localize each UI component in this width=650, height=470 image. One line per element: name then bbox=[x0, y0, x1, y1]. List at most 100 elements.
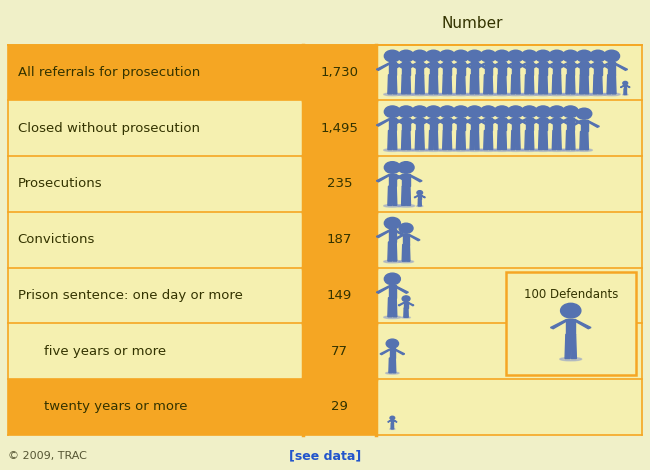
Text: 149: 149 bbox=[327, 289, 352, 302]
Ellipse shape bbox=[493, 93, 511, 96]
Ellipse shape bbox=[417, 206, 423, 207]
Polygon shape bbox=[491, 119, 504, 126]
Polygon shape bbox=[491, 63, 504, 70]
Polygon shape bbox=[434, 75, 438, 94]
Polygon shape bbox=[390, 119, 404, 126]
Polygon shape bbox=[474, 75, 479, 94]
Circle shape bbox=[494, 50, 510, 62]
Polygon shape bbox=[571, 334, 577, 359]
Circle shape bbox=[623, 81, 628, 85]
Polygon shape bbox=[461, 131, 465, 149]
Polygon shape bbox=[376, 119, 390, 126]
Polygon shape bbox=[525, 75, 530, 94]
Polygon shape bbox=[404, 119, 417, 126]
Bar bbox=[303, 379, 376, 435]
Polygon shape bbox=[584, 132, 588, 149]
Circle shape bbox=[521, 50, 538, 62]
Polygon shape bbox=[395, 286, 408, 293]
Circle shape bbox=[508, 50, 524, 62]
Polygon shape bbox=[392, 75, 396, 94]
Circle shape bbox=[439, 106, 455, 118]
Text: Convictions: Convictions bbox=[18, 233, 95, 246]
Polygon shape bbox=[406, 75, 411, 94]
Bar bbox=[376, 101, 642, 156]
Polygon shape bbox=[418, 199, 420, 206]
Polygon shape bbox=[484, 75, 488, 94]
Bar bbox=[526, 62, 533, 75]
Polygon shape bbox=[445, 119, 458, 126]
Bar bbox=[376, 45, 642, 101]
Bar bbox=[540, 62, 547, 75]
Polygon shape bbox=[515, 131, 520, 149]
Polygon shape bbox=[612, 75, 616, 94]
Polygon shape bbox=[450, 63, 463, 70]
Polygon shape bbox=[390, 63, 404, 70]
Bar bbox=[303, 267, 376, 323]
Polygon shape bbox=[391, 423, 393, 429]
Polygon shape bbox=[595, 63, 609, 70]
Bar bbox=[389, 229, 396, 242]
Polygon shape bbox=[392, 131, 396, 149]
Ellipse shape bbox=[507, 149, 525, 151]
Bar bbox=[567, 62, 574, 75]
Bar bbox=[303, 323, 376, 379]
Polygon shape bbox=[514, 63, 527, 70]
Ellipse shape bbox=[397, 93, 415, 96]
Polygon shape bbox=[402, 244, 406, 261]
Polygon shape bbox=[447, 75, 452, 94]
Ellipse shape bbox=[589, 93, 606, 96]
Polygon shape bbox=[500, 63, 514, 70]
Text: Closed without prosecution: Closed without prosecution bbox=[18, 122, 200, 135]
Ellipse shape bbox=[603, 93, 620, 96]
Polygon shape bbox=[529, 75, 534, 94]
Polygon shape bbox=[539, 131, 543, 149]
Polygon shape bbox=[392, 358, 396, 373]
Bar bbox=[402, 118, 410, 131]
Polygon shape bbox=[543, 131, 547, 149]
Bar bbox=[624, 85, 627, 89]
Polygon shape bbox=[388, 75, 393, 94]
Ellipse shape bbox=[439, 149, 456, 151]
Bar bbox=[580, 120, 588, 132]
Polygon shape bbox=[450, 119, 463, 126]
Ellipse shape bbox=[480, 149, 497, 151]
Bar bbox=[303, 156, 376, 212]
Text: © 2009, TRAC: © 2009, TRAC bbox=[8, 451, 86, 461]
Polygon shape bbox=[434, 131, 438, 149]
Polygon shape bbox=[456, 131, 461, 149]
Polygon shape bbox=[376, 286, 390, 293]
Polygon shape bbox=[598, 75, 603, 94]
Polygon shape bbox=[463, 63, 477, 70]
Ellipse shape bbox=[384, 149, 401, 151]
Ellipse shape bbox=[560, 358, 582, 361]
Polygon shape bbox=[586, 63, 600, 70]
Polygon shape bbox=[395, 175, 408, 182]
Polygon shape bbox=[504, 63, 518, 70]
Polygon shape bbox=[470, 75, 474, 94]
Circle shape bbox=[411, 106, 428, 118]
Polygon shape bbox=[566, 75, 571, 94]
Circle shape bbox=[426, 50, 441, 62]
Polygon shape bbox=[515, 75, 520, 94]
Polygon shape bbox=[573, 63, 586, 70]
Polygon shape bbox=[406, 131, 411, 149]
Polygon shape bbox=[443, 131, 447, 149]
Polygon shape bbox=[488, 75, 493, 94]
Ellipse shape bbox=[534, 93, 552, 96]
Bar bbox=[566, 319, 575, 334]
Circle shape bbox=[577, 108, 592, 119]
Polygon shape bbox=[388, 242, 393, 261]
Bar bbox=[506, 272, 636, 375]
Ellipse shape bbox=[575, 93, 593, 96]
Bar bbox=[419, 195, 421, 199]
Bar bbox=[402, 174, 410, 186]
Circle shape bbox=[384, 106, 400, 118]
Polygon shape bbox=[570, 131, 575, 149]
Polygon shape bbox=[570, 75, 575, 94]
Ellipse shape bbox=[466, 149, 483, 151]
Polygon shape bbox=[497, 75, 502, 94]
Circle shape bbox=[453, 106, 469, 118]
Circle shape bbox=[480, 50, 496, 62]
Polygon shape bbox=[580, 132, 584, 149]
Polygon shape bbox=[593, 75, 598, 94]
